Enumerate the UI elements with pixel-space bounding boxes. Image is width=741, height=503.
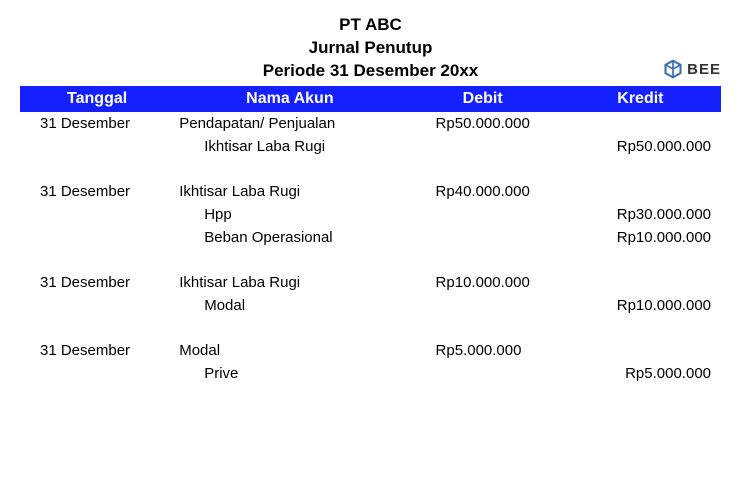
col-header-debit: Debit: [406, 86, 560, 112]
bee-logo-text: BEE: [687, 61, 721, 78]
col-header-kredit: Kredit: [560, 86, 721, 112]
cell-tanggal: [20, 362, 174, 385]
cell-akun: Hpp: [174, 203, 405, 226]
table-row: Modal Rp10.000.000: [20, 294, 721, 317]
cell-debit: [406, 294, 560, 317]
cell-akun: Modal: [174, 339, 405, 362]
table-body: 31 DesemberPendapatan/ PenjualanRp50.000…: [20, 112, 721, 385]
bee-logo: BEE: [663, 59, 721, 79]
period-row: Periode 31 Desember 20xx BEE: [20, 61, 721, 81]
cell-debit: [406, 135, 560, 158]
cell-akun: Ikhtisar Laba Rugi: [174, 135, 405, 158]
period-label: Periode 31 Desember 20xx: [263, 61, 478, 81]
cell-debit: Rp10.000.000: [406, 271, 560, 294]
cell-debit: Rp40.000.000: [406, 180, 560, 203]
cell-kredit: [560, 271, 721, 294]
table-header-row: Tanggal Nama Akun Debit Kredit: [20, 86, 721, 112]
cell-tanggal: [20, 294, 174, 317]
cell-tanggal: 31 Desember: [20, 180, 174, 203]
spacer-row: [20, 317, 721, 339]
document-header: PT ABC Jurnal Penutup Periode 31 Desembe…: [20, 15, 721, 81]
cell-tanggal: 31 Desember: [20, 271, 174, 294]
table-row: 31 DesemberPendapatan/ PenjualanRp50.000…: [20, 112, 721, 135]
table-row: Beban Operasional Rp10.000.000: [20, 226, 721, 249]
cell-akun: Prive: [174, 362, 405, 385]
cell-akun: Beban Operasional: [174, 226, 405, 249]
cell-debit: [406, 362, 560, 385]
cell-kredit: [560, 180, 721, 203]
cell-debit: Rp50.000.000: [406, 112, 560, 135]
table-row: 31 DesemberModalRp5.000.000: [20, 339, 721, 362]
col-header-akun: Nama Akun: [174, 86, 405, 112]
cell-kredit: Rp50.000.000: [560, 135, 721, 158]
cell-akun: Modal: [174, 294, 405, 317]
table-row: Ikhtisar Laba Rugi Rp50.000.000: [20, 135, 721, 158]
closing-journal-table: Tanggal Nama Akun Debit Kredit 31 Desemb…: [20, 86, 721, 385]
table-row: 31 DesemberIkhtisar Laba RugiRp10.000.00…: [20, 271, 721, 294]
cell-kredit: [560, 339, 721, 362]
cell-tanggal: 31 Desember: [20, 112, 174, 135]
table-row: 31 DesemberIkhtisar Laba RugiRp40.000.00…: [20, 180, 721, 203]
cell-debit: [406, 226, 560, 249]
cell-kredit: Rp10.000.000: [560, 226, 721, 249]
cell-kredit: Rp5.000.000: [560, 362, 721, 385]
cell-debit: Rp5.000.000: [406, 339, 560, 362]
table-row: Hpp Rp30.000.000: [20, 203, 721, 226]
cell-tanggal: [20, 203, 174, 226]
cell-akun: Ikhtisar Laba Rugi: [174, 271, 405, 294]
cell-kredit: Rp10.000.000: [560, 294, 721, 317]
cell-akun: Pendapatan/ Penjualan: [174, 112, 405, 135]
table-row: Prive Rp5.000.000: [20, 362, 721, 385]
company-name: PT ABC: [20, 15, 721, 35]
spacer-row: [20, 249, 721, 271]
col-header-tanggal: Tanggal: [20, 86, 174, 112]
cell-kredit: [560, 112, 721, 135]
cell-akun: Ikhtisar Laba Rugi: [174, 180, 405, 203]
journal-title: Jurnal Penutup: [20, 38, 721, 58]
cell-kredit: Rp30.000.000: [560, 203, 721, 226]
cell-tanggal: 31 Desember: [20, 339, 174, 362]
bee-logo-icon: [663, 59, 683, 79]
cell-debit: [406, 203, 560, 226]
cell-tanggal: [20, 226, 174, 249]
spacer-row: [20, 158, 721, 180]
cell-tanggal: [20, 135, 174, 158]
